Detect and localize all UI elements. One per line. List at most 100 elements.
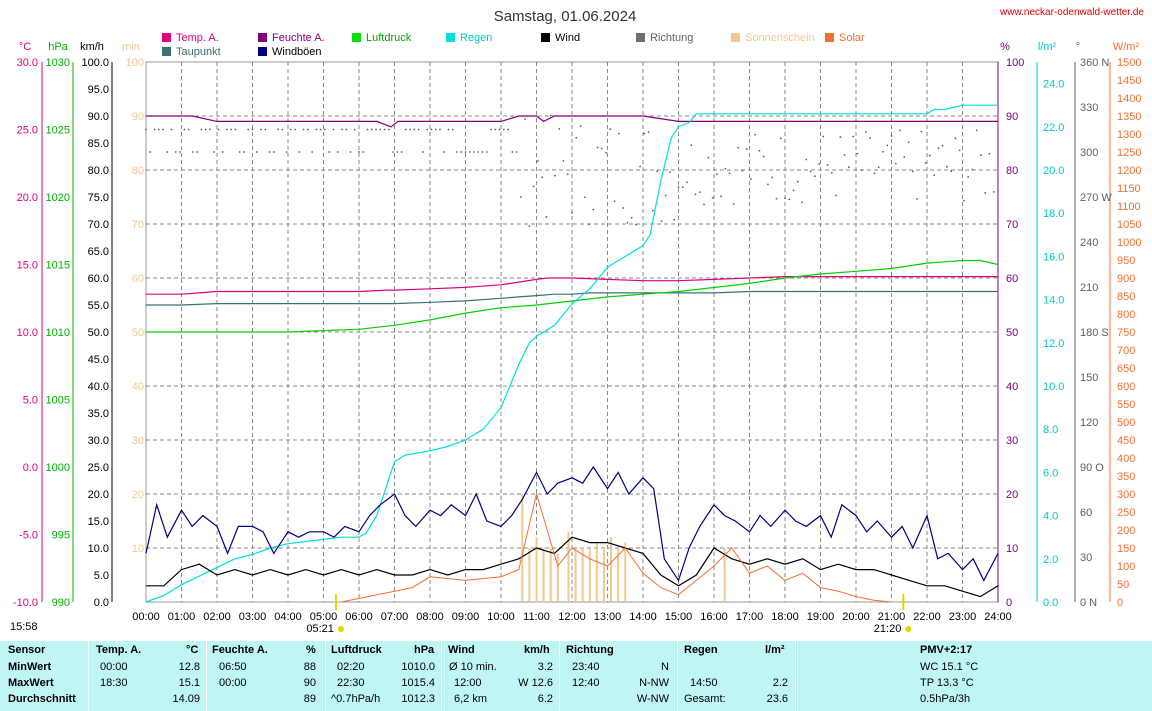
direction-point — [869, 137, 872, 139]
rain-tick-label: 4.0 — [1043, 511, 1058, 523]
legend-swatch — [162, 47, 171, 56]
weather-chart: Samstag, 01.06.2024 www.neckar-odenwald-… — [13, 7, 1145, 635]
temp-tick-label: 30.0 — [17, 57, 38, 69]
direction-point — [477, 151, 480, 153]
legend-entry: Solar — [839, 32, 865, 44]
direction-point — [426, 128, 429, 131]
direction-point — [899, 129, 901, 132]
direction-point — [750, 178, 752, 181]
direction-point — [852, 135, 855, 138]
cell: 22:30 — [337, 677, 365, 689]
wind-tick-label: 50.0 — [88, 327, 109, 339]
direction-point — [728, 172, 731, 175]
pressure-tick-label: 1015 — [46, 260, 70, 272]
solar-tick-label: 1500 — [1117, 57, 1141, 69]
legend-swatch — [258, 33, 267, 42]
direction-point — [920, 130, 923, 133]
temp-tick-label: 15.0 — [17, 260, 38, 272]
direction-point — [447, 128, 450, 131]
direction-point — [524, 118, 527, 121]
direction-point — [583, 196, 586, 199]
series-line-solar — [341, 492, 892, 603]
cell: 90 — [303, 677, 316, 689]
x-tick-label: 01:00 — [168, 611, 196, 623]
wind-tick-label: 70.0 — [88, 219, 109, 231]
humidity-tick-label: 70 — [1006, 219, 1018, 231]
direction-tick-label: 240 — [1080, 237, 1098, 249]
x-tick-label: 13:00 — [594, 611, 622, 623]
x-tick-label: 20:00 — [842, 611, 870, 623]
x-tick-label: 19:00 — [807, 611, 835, 623]
row-label: MinWert — [8, 661, 52, 673]
direction-point — [822, 135, 825, 138]
direction-point — [221, 151, 224, 153]
direction-point — [600, 147, 603, 150]
source-link[interactable]: www.neckar-odenwald-wetter.de — [999, 7, 1144, 18]
direction-point — [784, 197, 786, 200]
x-tick-label: 05:00 — [310, 611, 338, 623]
direction-point — [890, 134, 893, 137]
wind-tick-label: 35.0 — [88, 408, 109, 420]
direction-point — [149, 151, 152, 153]
direction-point — [724, 167, 727, 170]
direction-point — [643, 132, 646, 135]
solar-tick-label: 1150 — [1117, 183, 1141, 195]
x-tick-label: 18:00 — [771, 611, 799, 623]
direction-point — [485, 151, 488, 153]
rain-tick-label: 24.0 — [1043, 79, 1064, 91]
x-axis-labels: 00:00 01:00 02:00 03:00 04:00 05:00 06:00 07:00… — [132, 611, 1012, 623]
rain-tick-label: 12.0 — [1043, 338, 1064, 350]
cell: TP 13.3 °C — [920, 677, 974, 689]
direction-point — [209, 128, 211, 131]
direction-point — [805, 158, 808, 161]
axis-units: °C hPa km/h min% l/m² ° W/m² — [19, 41, 1140, 53]
x-tick-label: 03:00 — [239, 611, 267, 623]
direction-point — [183, 128, 186, 131]
direction-point — [690, 144, 693, 147]
x-tick-label: 14:00 — [629, 611, 657, 623]
direction-point — [767, 183, 769, 186]
legend-entry: Feuchte A. — [272, 32, 325, 44]
direction-tick-label: 60 — [1080, 507, 1092, 519]
direction-point — [971, 168, 974, 171]
cell: 6,2 km — [454, 693, 488, 705]
legend-entry: Wind — [555, 32, 580, 44]
axis-unit-label: °C — [19, 41, 31, 53]
rain-tick-label: 6.0 — [1043, 467, 1058, 479]
cell: 0.5hPa/3h — [920, 693, 971, 705]
temp-tick-label: -10.0 — [13, 597, 38, 609]
direction-point — [813, 175, 816, 178]
direction-point — [835, 194, 838, 197]
direction-point — [613, 200, 616, 203]
direction-point — [788, 198, 791, 201]
direction-point — [409, 128, 412, 131]
direction-point — [911, 170, 914, 173]
wind-tick-label: 40.0 — [88, 381, 109, 393]
direction-point — [260, 128, 262, 131]
rain-tick-label: 22.0 — [1043, 122, 1064, 134]
table-divider — [206, 641, 207, 711]
cell: ^0.7hPa/h — [331, 693, 381, 705]
direction-point — [502, 128, 505, 131]
sun-tick-label: 80 — [132, 165, 144, 177]
wind-tick-label: 100.0 — [81, 57, 109, 69]
sun-tick-label: 90 — [132, 111, 144, 123]
direction-point — [579, 125, 582, 128]
direction-point — [954, 137, 957, 140]
direction-point — [818, 163, 820, 165]
direction-point — [975, 129, 978, 132]
direction-point — [626, 221, 629, 224]
direction-point — [941, 144, 944, 147]
direction-point — [575, 136, 578, 139]
direction-point — [865, 131, 867, 133]
direction-point — [950, 170, 953, 173]
direction-tick-label: 90 O — [1080, 462, 1104, 474]
direction-point — [877, 166, 880, 169]
solar-tick-label: 800 — [1117, 309, 1135, 321]
humidity-tick-label: 30 — [1006, 435, 1018, 447]
legend-swatch — [825, 33, 834, 42]
legend-entry: Taupunkt — [176, 46, 221, 58]
axis-unit-label: hPa — [48, 41, 68, 53]
sunshine-bars — [521, 494, 726, 602]
solar-tick-label: 700 — [1117, 345, 1135, 357]
